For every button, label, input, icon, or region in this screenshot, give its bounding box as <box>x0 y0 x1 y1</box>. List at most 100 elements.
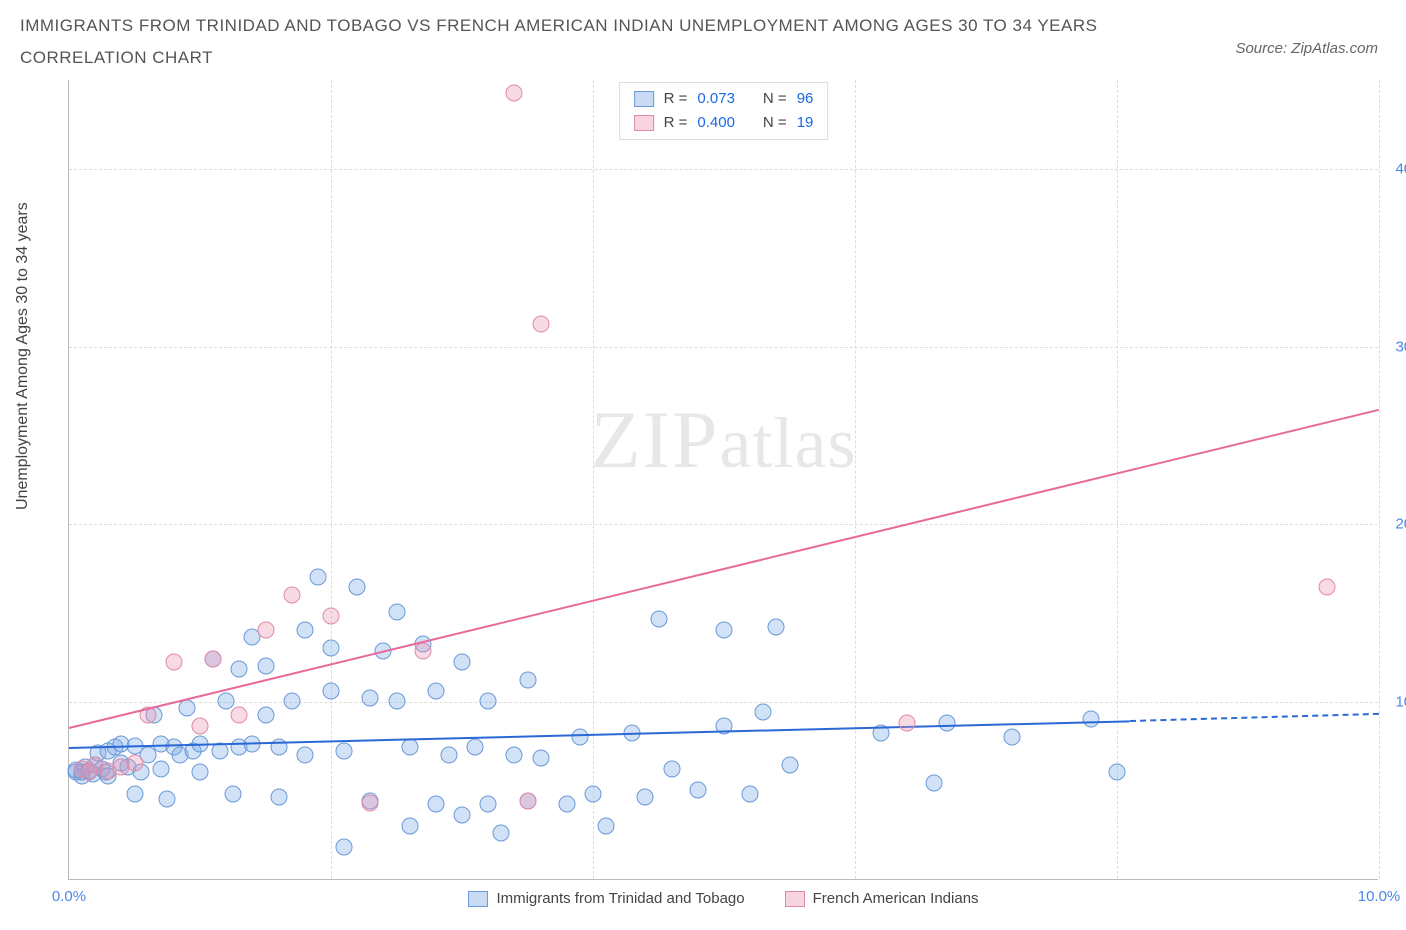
data-point <box>401 739 418 756</box>
data-point <box>585 785 602 802</box>
data-point <box>480 693 497 710</box>
data-point <box>506 746 523 763</box>
legend-swatch <box>634 91 654 107</box>
data-point <box>362 689 379 706</box>
legend-r-value: 0.073 <box>697 87 735 111</box>
data-point <box>192 718 209 735</box>
data-point <box>1109 764 1126 781</box>
legend-n-label: N = <box>763 87 787 111</box>
data-point <box>742 785 759 802</box>
chart-title-line2: CORRELATION CHART <box>20 42 1386 74</box>
data-point <box>388 693 405 710</box>
data-point <box>178 700 195 717</box>
legend-r-label: R = <box>664 87 688 111</box>
grid-v <box>1379 80 1380 879</box>
data-point <box>414 643 431 660</box>
data-point <box>493 824 510 841</box>
y-tick-label: 10.0% <box>1395 694 1406 711</box>
data-point <box>205 650 222 667</box>
legend-r-label: R = <box>664 111 688 135</box>
data-point <box>899 714 916 731</box>
data-point <box>323 682 340 699</box>
legend-bottom-item: Immigrants from Trinidad and Tobago <box>468 890 744 907</box>
data-point <box>296 746 313 763</box>
legend-swatch <box>468 891 488 907</box>
data-point <box>159 791 176 808</box>
data-point <box>689 782 706 799</box>
data-point <box>440 746 457 763</box>
data-point <box>637 789 654 806</box>
data-point <box>152 760 169 777</box>
grid-h <box>69 702 1378 703</box>
data-point <box>388 604 405 621</box>
data-point <box>283 586 300 603</box>
x-tick-label: 0.0% <box>52 888 86 905</box>
data-point <box>454 807 471 824</box>
grid-v <box>331 80 332 879</box>
data-point <box>224 785 241 802</box>
y-tick-label: 40.0% <box>1395 160 1406 177</box>
data-point <box>401 817 418 834</box>
data-point <box>126 785 143 802</box>
legend-bottom-item: French American Indians <box>785 890 979 907</box>
data-point <box>231 661 248 678</box>
y-tick-label: 20.0% <box>1395 516 1406 533</box>
data-point <box>296 622 313 639</box>
data-point <box>427 682 444 699</box>
legend-r-value: 0.400 <box>697 111 735 135</box>
data-point <box>257 657 274 674</box>
data-point <box>336 743 353 760</box>
y-tick-label: 30.0% <box>1395 338 1406 355</box>
data-point <box>349 579 366 596</box>
grid-h <box>69 347 1378 348</box>
legend-swatch <box>634 115 654 131</box>
legend-swatch <box>785 891 805 907</box>
data-point <box>755 703 772 720</box>
data-point <box>257 622 274 639</box>
data-point <box>716 622 733 639</box>
data-point <box>218 693 235 710</box>
data-point <box>506 85 523 102</box>
data-point <box>558 796 575 813</box>
data-point <box>336 839 353 856</box>
data-point <box>925 775 942 792</box>
grid-h <box>69 169 1378 170</box>
grid-h <box>69 524 1378 525</box>
data-point <box>519 671 536 688</box>
grid-v <box>855 80 856 879</box>
legend-series-label: French American Indians <box>813 890 979 907</box>
legend-n-value: 19 <box>797 111 814 135</box>
data-point <box>454 654 471 671</box>
chart-title-block: IMMIGRANTS FROM TRINIDAD AND TOBAGO VS F… <box>0 0 1406 75</box>
legend-top-row: R =0.073N =96 <box>634 87 814 111</box>
source-label: Source: ZipAtlas.com <box>1235 40 1378 57</box>
chart-container: Unemployment Among Ages 30 to 34 years Z… <box>20 80 1390 920</box>
data-point <box>1004 728 1021 745</box>
data-point <box>532 750 549 767</box>
x-tick-label: 10.0% <box>1358 888 1401 905</box>
data-point <box>165 654 182 671</box>
legend-top: R =0.073N =96R =0.400N =19 <box>619 82 829 140</box>
legend-series-label: Immigrants from Trinidad and Tobago <box>496 890 744 907</box>
data-point <box>650 611 667 628</box>
data-point <box>467 739 484 756</box>
data-point <box>663 760 680 777</box>
legend-bottom: Immigrants from Trinidad and Tobago Frenc… <box>69 890 1378 907</box>
y-axis-label: Unemployment Among Ages 30 to 34 years <box>14 202 32 510</box>
data-point <box>309 568 326 585</box>
trend-line-dash <box>1130 713 1379 722</box>
data-point <box>362 794 379 811</box>
data-point <box>598 817 615 834</box>
data-point <box>126 755 143 772</box>
data-point <box>571 728 588 745</box>
watermark-sub: atlas <box>720 403 857 483</box>
watermark-main: ZIP <box>591 394 720 485</box>
data-point <box>257 707 274 724</box>
data-point <box>1082 711 1099 728</box>
watermark: ZIPatlas <box>591 393 857 487</box>
trend-line <box>69 409 1379 729</box>
data-point <box>323 639 340 656</box>
data-point <box>781 757 798 774</box>
data-point <box>427 796 444 813</box>
trend-line <box>69 720 1130 749</box>
